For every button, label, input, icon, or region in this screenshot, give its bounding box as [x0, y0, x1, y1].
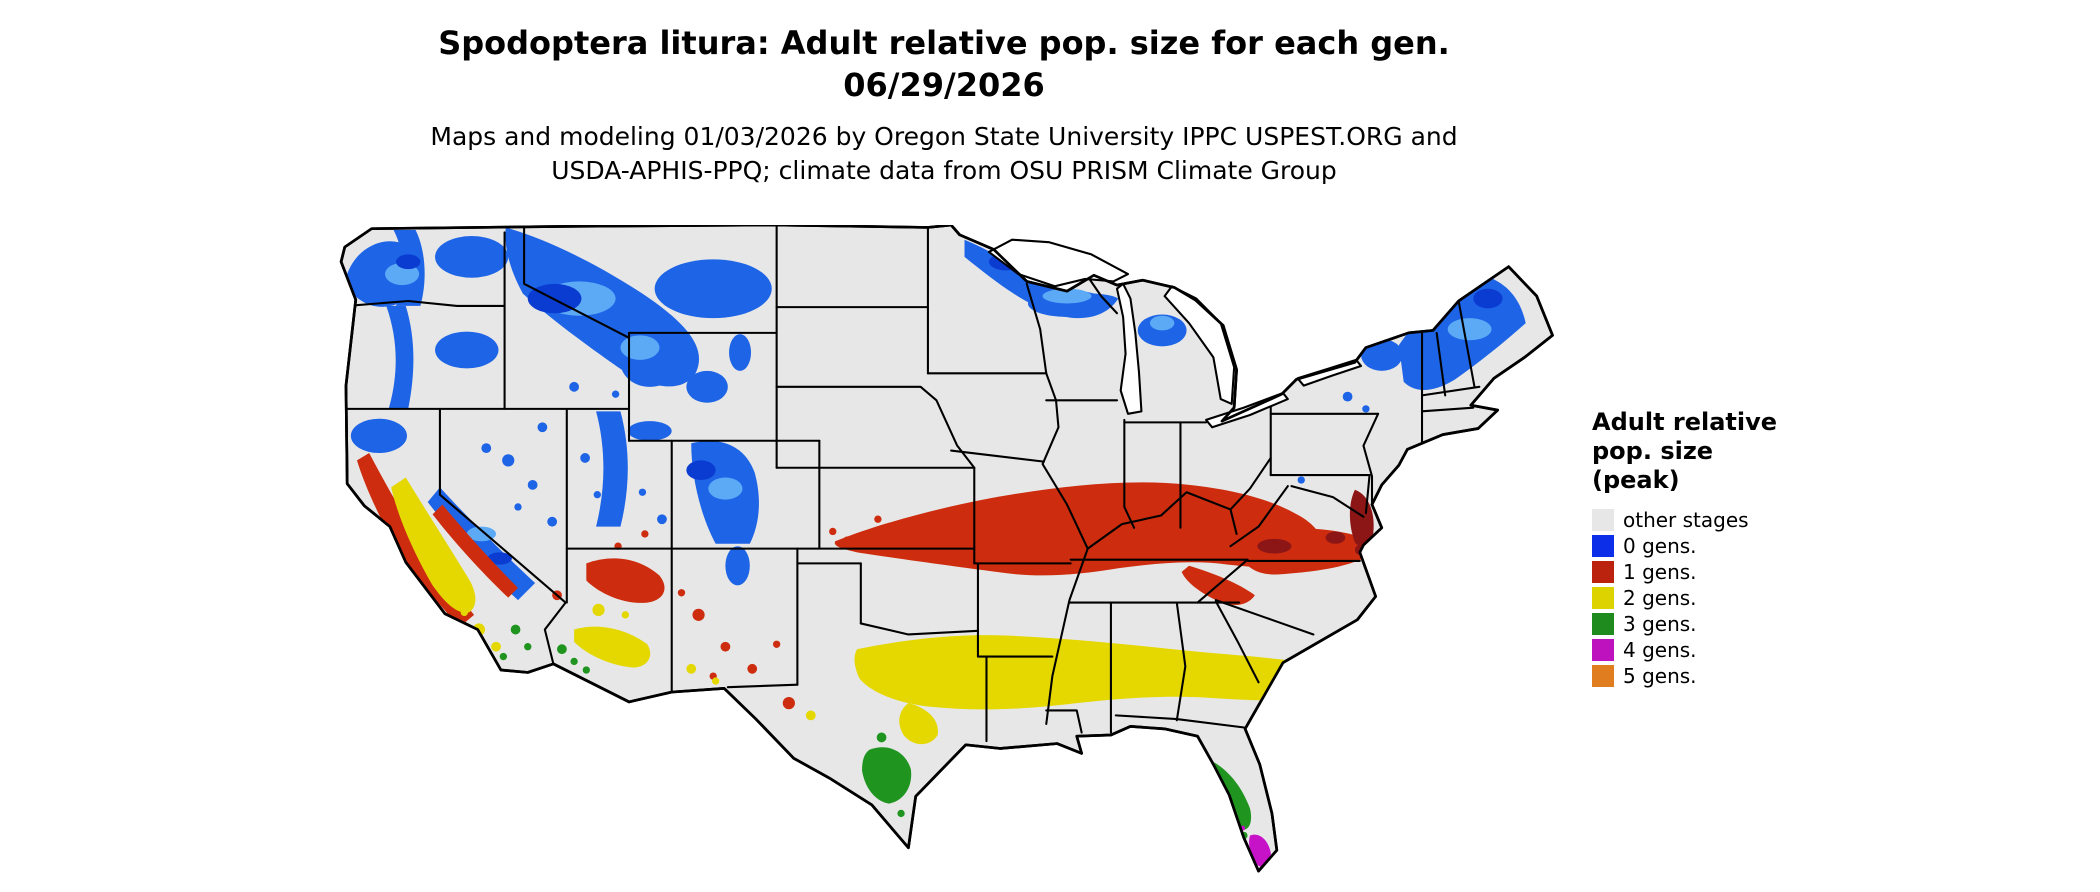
legend-swatch-1-gens	[1592, 561, 1614, 583]
legend-title-line-2: pop. size	[1592, 437, 1714, 465]
subtitle-line-2: USDA-APHIS-PPQ; climate data from OSU PR…	[551, 156, 1337, 185]
legend-item: other stages	[1592, 509, 1777, 531]
legend-label: 2 gens.	[1623, 586, 1697, 610]
legend-swatch-0-gens	[1592, 535, 1614, 557]
page-title: Spodoptera litura: Adult relative pop. s…	[438, 24, 1450, 62]
subtitle-line-1: Maps and modeling 01/03/2026 by Oregon S…	[430, 122, 1458, 151]
legend-item: 1 gens.	[1592, 561, 1777, 583]
legend-swatch-3-gens	[1592, 613, 1614, 635]
us-map	[339, 225, 1554, 873]
lake-michigan	[1115, 282, 1143, 415]
legend-label: 4 gens.	[1623, 638, 1697, 662]
legend-label: 1 gens.	[1623, 560, 1697, 584]
legend-label: other stages	[1623, 508, 1749, 532]
subtitle: Maps and modeling 01/03/2026 by Oregon S…	[0, 120, 1888, 188]
legend-item: 3 gens.	[1592, 613, 1777, 635]
header: Spodoptera litura: Adult relative pop. s…	[0, 22, 1888, 188]
legend-item: 5 gens.	[1592, 665, 1777, 687]
legend-item: 2 gens.	[1592, 587, 1777, 609]
date-line: 06/29/2026	[843, 66, 1045, 104]
legend-item: 4 gens.	[1592, 639, 1777, 661]
legend-swatch-other-stages	[1592, 509, 1614, 531]
legend-title-line-1: Adult relative	[1592, 408, 1778, 436]
national-outline	[339, 225, 1554, 873]
legend-title: Adult relative pop. size (peak)	[1592, 408, 1777, 495]
legend-title-line-3: (peak)	[1592, 466, 1680, 494]
legend-swatch-2-gens	[1592, 587, 1614, 609]
map-container	[335, 225, 1555, 887]
legend-item: 0 gens.	[1592, 535, 1777, 557]
legend-label: 5 gens.	[1623, 664, 1697, 688]
legend-items: other stages 0 gens. 1 gens. 2 gens. 3 g…	[1592, 509, 1777, 687]
state-borders	[341, 225, 1481, 743]
legend-swatch-4-gens	[1592, 639, 1614, 661]
legend-label: 0 gens.	[1623, 534, 1697, 558]
legend-swatch-5-gens	[1592, 665, 1614, 687]
legend-label: 3 gens.	[1623, 612, 1697, 636]
legend: Adult relative pop. size (peak) other st…	[1592, 408, 1777, 691]
